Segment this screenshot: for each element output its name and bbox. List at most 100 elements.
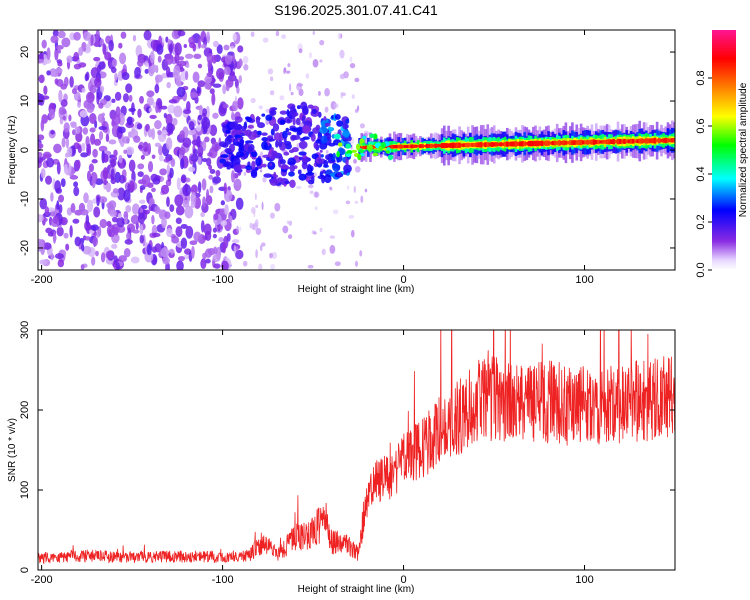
spectrogram-cell — [320, 154, 324, 158]
spectrogram-cell — [336, 171, 343, 177]
spectrogram-cell — [50, 35, 59, 44]
spectrogram-cell — [154, 84, 160, 94]
spectrogram-cell — [165, 137, 173, 151]
spectrogram-cell — [298, 140, 308, 149]
spectrogram-cell — [279, 110, 288, 115]
spectrogram-cell — [109, 209, 117, 217]
spectrogram-cell — [154, 120, 162, 130]
spectrogram-cell — [102, 43, 107, 56]
spectrogram-cell — [113, 255, 118, 266]
spectrogram-cell — [85, 214, 90, 226]
spectrogram-cell — [38, 151, 43, 158]
spectrogram-cell — [243, 171, 247, 176]
spectrogram-cell — [56, 200, 60, 212]
spectrogram-cell — [60, 178, 66, 188]
spectrogram-cell — [176, 177, 181, 191]
spectrogram-cell — [549, 141, 553, 145]
spectrogram-cell — [147, 128, 154, 138]
spectrogram-cell — [597, 139, 600, 145]
spectrogram-cell — [133, 135, 141, 143]
spectrogram-cell — [75, 159, 81, 170]
spectrogram-cell — [90, 224, 99, 232]
spectrogram-cell — [527, 140, 531, 147]
spectrogram-cell — [339, 73, 346, 80]
snr-x-tick-label: 100 — [575, 574, 593, 586]
spectrogram-cell — [612, 139, 615, 145]
spectrogram-cell — [261, 242, 266, 247]
spectrogram-cell — [189, 41, 196, 49]
spectrogram-cell — [310, 176, 315, 183]
spectrogram-cell — [128, 159, 136, 172]
spectrogram-cell — [69, 76, 74, 88]
spectrogram-cell — [166, 163, 171, 175]
spectrogram-cell — [588, 140, 592, 145]
spectrogram-cell — [160, 184, 170, 195]
spectrogram-cell — [329, 186, 332, 190]
spectrogram-cell — [320, 135, 328, 144]
spectrogram-cell — [255, 249, 258, 259]
spectrogram-cell — [332, 209, 339, 215]
spectrogram-cell — [319, 171, 323, 178]
spectrogram-cell — [137, 171, 144, 177]
spectrogram-cell — [245, 164, 252, 171]
colorbar-ticks: 0.0 0.2 0.4 0.6 0.8 — [695, 70, 712, 278]
spectrogram-cell — [516, 141, 520, 146]
spectrogram-cell — [183, 109, 192, 115]
spectrogram-cell — [154, 243, 162, 253]
spectrogram-cell — [213, 263, 221, 269]
spectrogram-cell — [310, 133, 316, 142]
spectrogram-cell — [38, 134, 45, 141]
spectrogram-cell — [58, 106, 66, 116]
spectrogram-cell — [399, 144, 403, 149]
spectrogram-cell — [295, 185, 302, 190]
spectrogram-cell — [230, 170, 236, 183]
spectrogram-cell — [57, 49, 61, 54]
spectrogram-cell — [232, 138, 239, 146]
spectrogram-y-tick-label: -20 — [19, 240, 31, 256]
spectrogram-cell — [80, 152, 89, 158]
spectrogram-cell — [525, 142, 529, 146]
spectrogram-cell — [238, 74, 243, 84]
spectrogram-cell — [599, 140, 602, 144]
spectrogram-cell — [98, 145, 108, 152]
spectrogram-cell — [154, 142, 161, 148]
spectrogram-cell — [508, 141, 511, 147]
spectrogram-cell — [625, 139, 629, 144]
spectrogram-cell — [73, 181, 79, 188]
spectrogram-cell — [283, 180, 290, 185]
spectrogram-cell — [191, 245, 195, 259]
spectrogram-cell — [98, 130, 104, 141]
spectrogram-cell — [200, 211, 205, 218]
spectrogram-cell — [166, 122, 174, 134]
spectrogram-cell — [73, 31, 81, 41]
spectrogram-cell — [477, 142, 481, 148]
spectrogram-cell — [170, 158, 176, 168]
spectrogram-cell — [197, 63, 203, 69]
spectrogram-cell — [99, 218, 108, 229]
spectrogram-cell — [192, 71, 200, 83]
spectrogram-cell — [324, 174, 332, 184]
spectrogram-cell — [432, 144, 435, 148]
spectrogram-y-tick-label: -10 — [19, 191, 31, 207]
spectrogram-cell — [108, 200, 117, 210]
spectrogram-cell — [126, 116, 133, 126]
spectrogram-cell — [545, 140, 548, 146]
spectrogram-cell — [360, 146, 364, 149]
spectrogram-cell — [288, 220, 293, 226]
spectrogram-cell — [419, 144, 422, 149]
spectrogram-cell — [39, 198, 48, 210]
spectrogram-cell — [486, 142, 490, 148]
spectrogram-cell — [261, 201, 264, 211]
spectrogram-cell — [309, 52, 312, 59]
spectrogram-cell — [532, 141, 535, 146]
spectrogram-cell — [105, 250, 114, 260]
spectrogram-cell — [185, 225, 194, 239]
spectrogram-cell — [54, 180, 62, 193]
spectrogram-cell — [179, 158, 185, 170]
spectrogram-cell — [354, 260, 359, 267]
spectrogram-cell — [38, 94, 45, 106]
spectrogram-cell — [86, 103, 95, 114]
spectrogram-cell — [401, 145, 405, 149]
spectrogram-cell — [155, 74, 160, 87]
